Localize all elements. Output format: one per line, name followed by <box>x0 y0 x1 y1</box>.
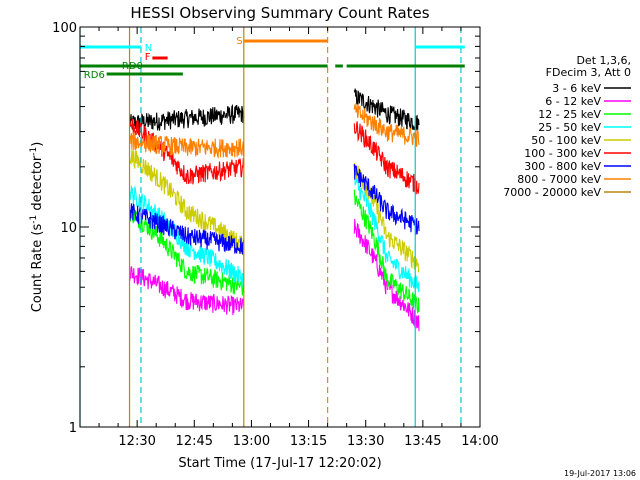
flag-label-s: S <box>236 36 242 47</box>
y-tick-label: 10 <box>60 221 77 236</box>
series-3-6kev-segment-2 <box>353 88 420 132</box>
legend-entry-label: 7000 - 20000 keV <box>503 186 601 199</box>
markers-layer <box>79 27 462 427</box>
x-tick-label: 12:30 <box>118 434 155 449</box>
legend-entry-label: 6 - 12 keV <box>545 95 601 108</box>
series-6-12kev-segment-1 <box>128 266 245 316</box>
x-tick-label: 12:45 <box>176 434 213 449</box>
legend-header-line: Det 1,3,6, <box>576 54 631 67</box>
series-300-800kev-segment-2 <box>353 163 420 236</box>
legend-entry-label: 12 - 25 keV <box>538 108 601 121</box>
series-800-7000kev-segment-2 <box>353 102 420 147</box>
data-layer <box>128 88 420 332</box>
x-tick-label: 13:00 <box>233 434 270 449</box>
x-tick-label: 14:00 <box>461 434 498 449</box>
series-100-300kev-segment-2 <box>353 121 420 195</box>
x-tick-label: 13:30 <box>347 434 384 449</box>
series-100-300kev-segment-1 <box>128 118 245 185</box>
legend-entry-label: 25 - 50 keV <box>538 121 601 134</box>
series-12-25kev-segment-2 <box>353 189 420 314</box>
legend-entry-label: 50 - 100 keV <box>531 134 601 147</box>
x-tick-label: 13:15 <box>290 434 327 449</box>
series-800-7000kev-segment-1 <box>128 132 245 160</box>
series-50-100kev-segment-2 <box>353 162 420 273</box>
series-3-6kev-segment-1 <box>128 104 245 131</box>
flag-label-n: N <box>145 43 152 54</box>
footer-timestamp: 19-Jul-2017 13:06 <box>564 469 636 478</box>
chart-title: HESSI Observing Summary Count Rates <box>130 4 429 22</box>
y-axis-label: Count Rate (s-1 detector-1) <box>29 142 45 313</box>
x-tick-label: 13:45 <box>404 434 441 449</box>
flag-label-rd0: RD0 <box>122 61 143 72</box>
flag-label-f: F <box>145 52 151 63</box>
legend-entry-label: 3 - 6 keV <box>552 82 601 95</box>
series-25-50kev-segment-1 <box>128 185 245 288</box>
series-12-25kev-segment-1 <box>128 206 245 296</box>
y-ticks: 1 10 100 <box>52 21 480 436</box>
legend-header-line: FDecim 3, Att 0 <box>546 66 631 79</box>
legend-entry-label: 800 - 7000 keV <box>517 173 601 186</box>
legend-entry-label: 100 - 300 keV <box>524 147 601 160</box>
series-6-12kev-segment-2 <box>353 218 420 332</box>
flag-label-rd6: RD6 <box>84 70 105 81</box>
series-25-50kev-segment-2 <box>353 175 420 293</box>
legend-entry-label: 300 - 800 keV <box>524 160 601 173</box>
x-axis-label: Start Time (17-Jul-17 12:20:02) <box>178 456 381 471</box>
series-300-800kev-segment-1 <box>128 203 245 255</box>
y-tick-label: 1 <box>69 421 77 436</box>
y-tick-label: 100 <box>52 21 77 36</box>
series-50-100kev-segment-1 <box>128 149 245 256</box>
x-ticks: 12:30 12:45 13:00 13:15 13:30 13:45 14:00 <box>98 27 499 449</box>
